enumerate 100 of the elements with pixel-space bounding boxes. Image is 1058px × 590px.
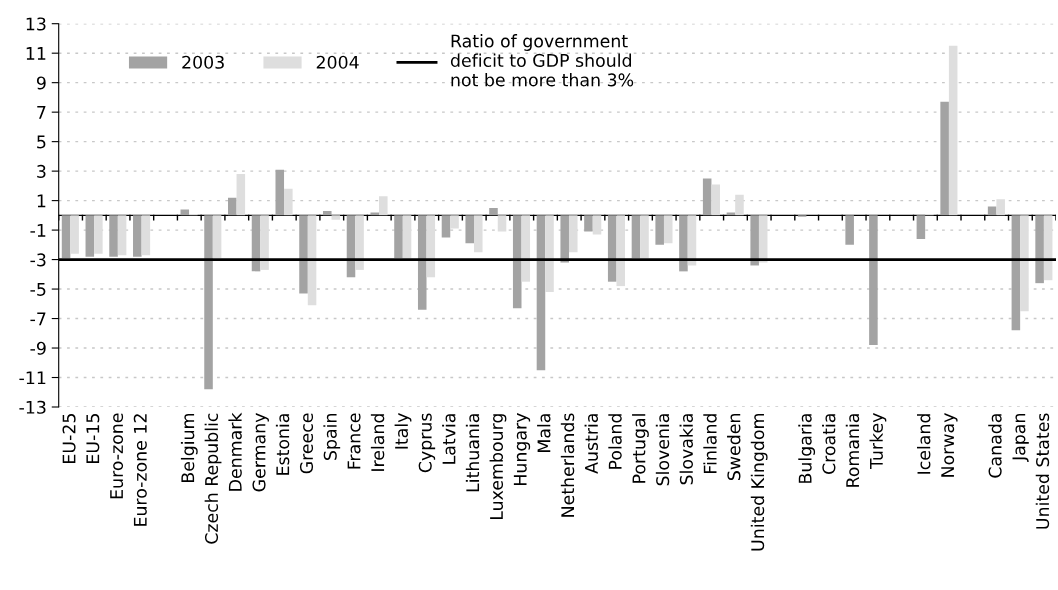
bar bbox=[450, 215, 459, 229]
x-tick-label: Canada bbox=[988, 414, 1002, 478]
y-tick-label: 5 bbox=[37, 135, 46, 149]
x-tick-label: Romania bbox=[845, 414, 860, 487]
x-tick-label: Japan bbox=[1012, 414, 1029, 462]
x-tick-label: Ireland bbox=[370, 414, 385, 471]
bar bbox=[1011, 215, 1021, 331]
y-tick-label: -13 bbox=[19, 400, 46, 414]
bar bbox=[141, 215, 151, 256]
x-tick-label: Finland bbox=[703, 414, 717, 473]
y-tick-label: -3 bbox=[30, 253, 46, 267]
y-tick-label: 9 bbox=[36, 76, 46, 90]
x-tick-label: Iceland bbox=[917, 414, 931, 474]
bar bbox=[394, 215, 403, 259]
bar bbox=[607, 215, 617, 282]
x-tick-label: Latvia bbox=[442, 414, 456, 464]
x-tick-label: Belgium bbox=[180, 414, 198, 483]
bar bbox=[545, 215, 554, 293]
x-tick-label: Euro-zone 12 bbox=[133, 414, 147, 526]
legend-label: Ratio of government deficit to GDP should not be more than 3% bbox=[450, 34, 634, 87]
bar bbox=[204, 215, 213, 390]
bar bbox=[307, 215, 317, 306]
bar bbox=[631, 215, 641, 259]
bar bbox=[1020, 215, 1029, 312]
x-tick-label: United States bbox=[1035, 413, 1050, 529]
bar bbox=[331, 215, 341, 220]
x-tick-label: EU-25 bbox=[62, 414, 76, 463]
bar bbox=[180, 209, 190, 216]
x-tick-label: Slovenia bbox=[655, 414, 670, 486]
bar bbox=[1035, 215, 1044, 284]
x-tick-label: EU-15 bbox=[86, 414, 100, 463]
bar bbox=[512, 215, 522, 309]
x-tick-label: Slovakia bbox=[679, 414, 693, 485]
bar bbox=[568, 215, 578, 253]
bar bbox=[845, 215, 854, 245]
bar bbox=[109, 215, 118, 257]
bar bbox=[616, 215, 626, 287]
y-tick-label: 1 bbox=[37, 194, 46, 208]
bar bbox=[663, 215, 673, 244]
x-tick-label: Norway bbox=[941, 413, 958, 477]
bar bbox=[702, 178, 712, 216]
bar bbox=[284, 188, 293, 216]
bar bbox=[536, 215, 546, 371]
bar bbox=[948, 45, 958, 216]
y-tick-label: 13 bbox=[26, 17, 46, 31]
x-tick-label: Euro-zone bbox=[110, 413, 124, 499]
bar bbox=[592, 215, 602, 235]
bar bbox=[94, 215, 103, 254]
bar bbox=[711, 184, 720, 216]
bar bbox=[869, 215, 878, 346]
bar bbox=[85, 215, 95, 257]
bar bbox=[996, 199, 1005, 216]
bar bbox=[417, 215, 427, 310]
bar bbox=[117, 215, 127, 256]
bar bbox=[441, 215, 451, 238]
x-tick-label: Germany bbox=[252, 413, 269, 492]
x-tick-label: Estonia bbox=[275, 414, 290, 475]
bar bbox=[735, 194, 744, 216]
bar bbox=[133, 215, 142, 257]
y-tick-label: 11 bbox=[26, 47, 46, 60]
bar bbox=[61, 215, 71, 259]
x-tick-label: Poland bbox=[608, 414, 622, 469]
x-tick-label: Bulgaria bbox=[798, 414, 816, 483]
bar bbox=[655, 215, 664, 245]
bar bbox=[640, 215, 649, 259]
bar bbox=[497, 215, 507, 232]
bar bbox=[212, 215, 222, 259]
x-tick-label: Czech Republic bbox=[204, 413, 222, 544]
bar bbox=[275, 169, 285, 216]
bar bbox=[489, 207, 498, 216]
x-tick-label: Croatia bbox=[822, 414, 836, 474]
x-tick-label: Austria bbox=[584, 414, 599, 474]
x-tick-label: Hungary bbox=[513, 413, 531, 485]
y-tick-label: 7 bbox=[37, 106, 46, 119]
x-tick-label: Cyprus bbox=[418, 413, 436, 473]
bar bbox=[355, 215, 364, 270]
bar bbox=[299, 215, 308, 294]
bar bbox=[228, 197, 237, 216]
bar bbox=[379, 196, 388, 216]
bar bbox=[236, 174, 246, 216]
x-tick-label: Turkey bbox=[869, 413, 887, 470]
x-tick-label: Portugal bbox=[632, 414, 649, 483]
bar bbox=[465, 215, 474, 244]
x-tick-label: Italy bbox=[394, 413, 412, 449]
x-tick-label: Mala bbox=[537, 414, 551, 452]
bar bbox=[940, 101, 949, 216]
bar bbox=[584, 215, 593, 232]
bar bbox=[750, 215, 759, 266]
x-tick-label: United Kingdom bbox=[750, 414, 768, 551]
y-tick-label: -11 bbox=[19, 371, 46, 385]
bar bbox=[521, 215, 531, 282]
x-tick-label: Denmark bbox=[228, 412, 242, 491]
y-tick-label: -7 bbox=[30, 312, 46, 326]
x-tick-label: Luxembourg bbox=[489, 414, 507, 520]
bar bbox=[726, 212, 736, 216]
x-tick-label: Netherlands bbox=[560, 413, 575, 517]
bar bbox=[402, 215, 412, 259]
legend-label: 2003 bbox=[182, 55, 224, 69]
y-tick-label: -9 bbox=[30, 341, 46, 355]
bar bbox=[679, 215, 688, 272]
